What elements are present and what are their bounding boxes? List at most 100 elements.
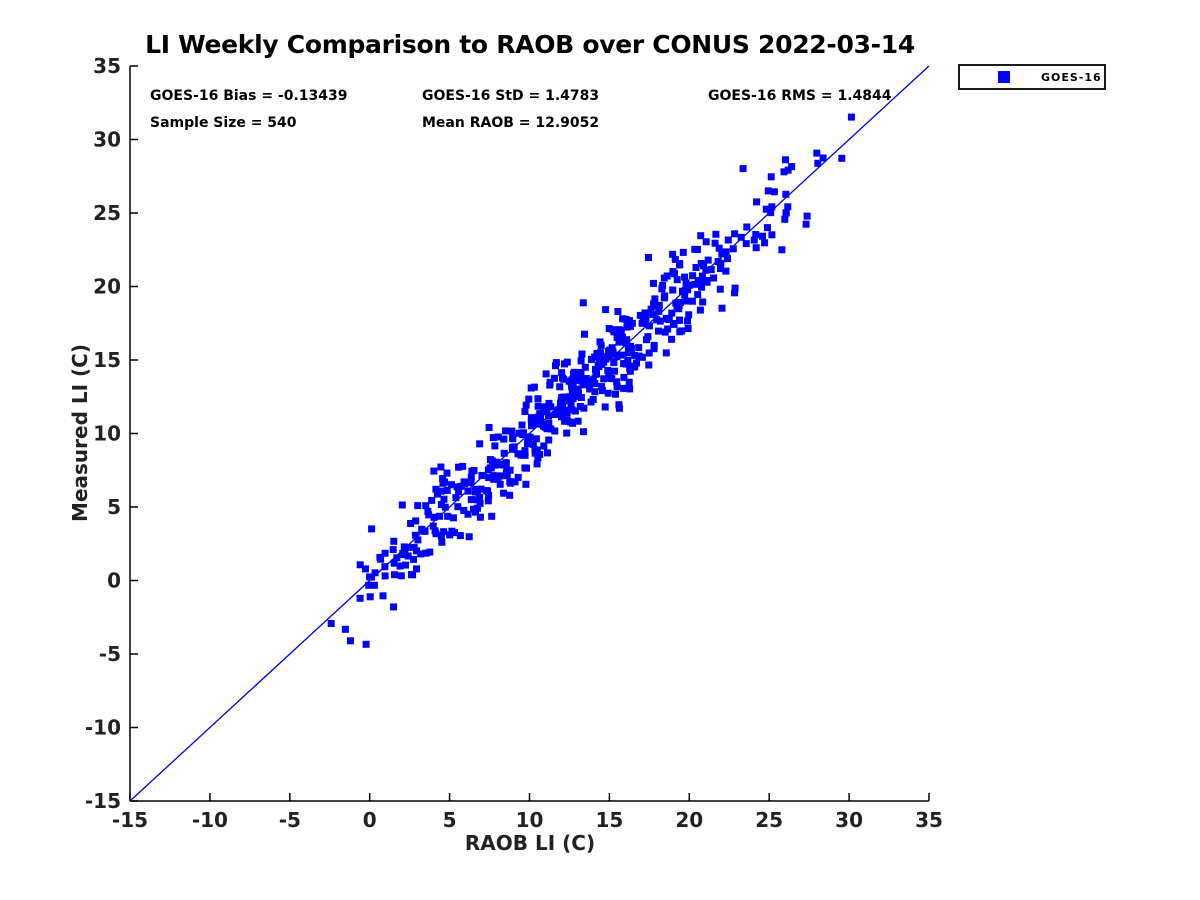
scatter-point	[409, 571, 417, 579]
scatter-point	[568, 388, 576, 395]
scatter-point	[584, 381, 591, 388]
scatter-point	[449, 514, 457, 522]
scatter-point	[455, 463, 463, 471]
scatter-point	[610, 359, 618, 367]
scatter-point	[737, 233, 745, 241]
scatter-point	[670, 320, 678, 328]
y-tick-label: -5	[99, 642, 121, 666]
scatter-point	[685, 311, 693, 319]
scatter-point	[682, 286, 690, 294]
scatter-point	[464, 510, 472, 518]
scatter-point	[628, 319, 636, 327]
x-tick-label: -15	[112, 808, 148, 832]
scatter-point	[368, 525, 376, 533]
y-tick-label: 25	[93, 201, 121, 225]
scatter-point	[563, 429, 571, 437]
scatter-point	[712, 230, 720, 238]
scatter-point	[688, 297, 696, 305]
scatter-point	[464, 487, 472, 495]
scatter-point	[613, 383, 621, 391]
scatter-point	[413, 565, 420, 573]
scatter-point	[624, 346, 632, 354]
scatter-point	[554, 410, 562, 418]
scatter-point	[681, 273, 689, 281]
stat-rms-text: GOES-16 RMS = 1.4844	[708, 88, 892, 104]
scatter-point	[581, 330, 588, 338]
scatter-point	[684, 317, 691, 325]
y-tick-label: 0	[107, 569, 121, 593]
scatter-point	[645, 349, 653, 357]
scatter-point	[514, 473, 522, 481]
legend-series-label: GOES-16	[1041, 70, 1102, 84]
scatter-point	[347, 637, 354, 645]
scatter-point	[620, 373, 628, 381]
scatter-point	[536, 410, 544, 418]
scatter-point	[508, 427, 516, 435]
scatter-point	[598, 383, 606, 391]
scatter-point	[668, 335, 676, 343]
scatter-point	[438, 501, 445, 508]
scatter-point	[635, 344, 643, 352]
scatter-point	[397, 572, 405, 580]
scatter-point	[784, 203, 792, 211]
scatter-point	[356, 594, 364, 602]
scatter-point	[477, 485, 485, 493]
scatter-point	[605, 325, 613, 333]
scatter-point	[472, 508, 479, 516]
scatter-point	[567, 401, 575, 409]
scatter-point	[813, 149, 821, 157]
scatter-point	[724, 236, 732, 244]
scatter-point	[597, 341, 605, 349]
scatter-point	[460, 478, 468, 486]
scatter-point	[576, 403, 584, 410]
scatter-point	[341, 625, 349, 633]
scatter-point	[580, 404, 588, 412]
x-tick-label: -5	[279, 808, 301, 832]
scatter-point	[604, 353, 612, 360]
scatter-point	[508, 444, 516, 452]
scatter-point	[781, 215, 789, 223]
scatter-point	[455, 488, 463, 496]
scatter-point	[534, 395, 542, 403]
scatter-point	[676, 328, 684, 336]
scatter-point	[437, 532, 445, 540]
scatter-point	[552, 362, 559, 370]
x-tick-label: 20	[675, 808, 703, 832]
scatter-point	[656, 317, 664, 325]
scatter-point	[551, 427, 559, 435]
scatter-point	[645, 322, 653, 330]
scatter-point	[752, 231, 760, 238]
scatter-point	[703, 277, 711, 284]
scatter-point	[636, 311, 644, 319]
scatter-point	[399, 551, 407, 559]
scatter-point	[381, 549, 389, 557]
scatter-point	[838, 154, 846, 162]
scatter-point	[650, 300, 658, 308]
scatter-point	[764, 224, 771, 232]
scatter-point	[429, 522, 437, 530]
scatter-point	[788, 163, 796, 171]
scatter-point	[702, 266, 710, 274]
scatter-point	[400, 543, 408, 551]
scatter-point	[641, 309, 649, 317]
scatter-point	[731, 230, 739, 238]
scatter-point	[582, 375, 590, 382]
x-tick-label: 15	[595, 808, 623, 832]
scatter-point	[571, 407, 579, 415]
scatter-point	[631, 351, 639, 359]
scatter-point	[609, 326, 617, 334]
scatter-point	[671, 255, 679, 263]
scatter-point	[467, 496, 475, 504]
scatter-point	[533, 446, 541, 454]
scatter-point	[411, 531, 419, 539]
legend-marker-square-icon	[998, 71, 1010, 83]
scatter-point	[605, 373, 613, 381]
scatter-point	[691, 245, 699, 253]
scatter-point	[381, 572, 389, 580]
scatter-point	[580, 428, 587, 436]
scatter-point	[586, 385, 594, 393]
scatter-point	[557, 402, 565, 410]
scatter-point	[767, 173, 775, 181]
y-tick-label: 15	[93, 348, 121, 372]
scatter-point	[457, 482, 465, 490]
